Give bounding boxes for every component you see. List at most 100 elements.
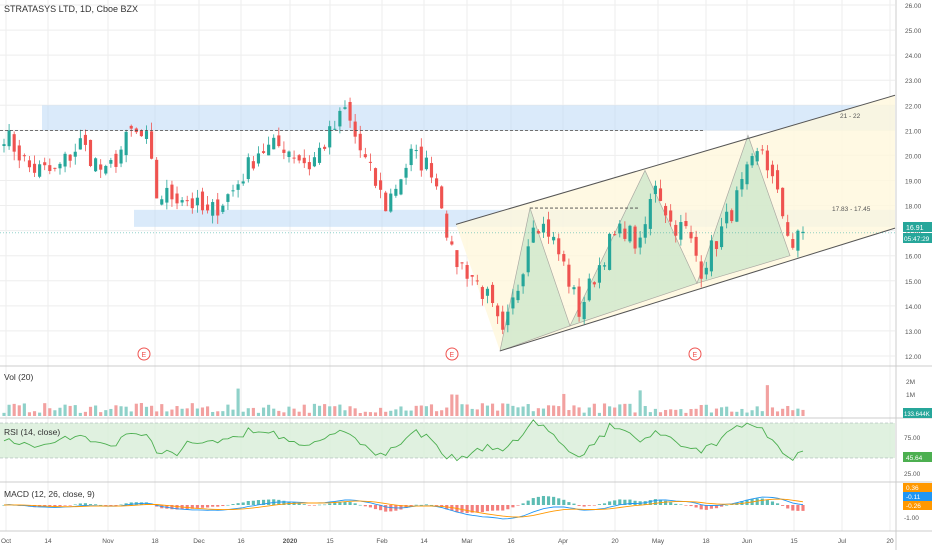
macd-histogram-bar xyxy=(760,498,764,505)
macd-histogram-bar xyxy=(343,501,347,505)
macd-histogram-bar xyxy=(694,505,698,508)
countdown-badge xyxy=(903,233,932,243)
candle-body xyxy=(414,150,418,152)
candle-body xyxy=(99,164,103,170)
volume-bar xyxy=(694,408,698,416)
macd-histogram-bar xyxy=(221,505,225,507)
macd-histogram-bar xyxy=(490,505,495,511)
candles[interactable] xyxy=(2,97,805,335)
candle-body xyxy=(211,202,215,216)
candle-body xyxy=(699,261,703,279)
volume-bar xyxy=(328,406,332,416)
macd-histogram-bar xyxy=(613,500,617,505)
volume-bar xyxy=(424,406,428,416)
candle-body xyxy=(384,192,388,212)
candle-body xyxy=(58,163,62,169)
candle-body xyxy=(475,280,479,282)
candle-body xyxy=(190,198,194,209)
candle-body xyxy=(32,163,37,173)
macd-histogram-bar xyxy=(674,503,678,505)
volume-bar xyxy=(236,388,240,416)
volume-bar xyxy=(770,407,775,416)
macd-histogram-bar xyxy=(419,504,423,506)
price-axis[interactable]: 26.00 25.00 24.00 23.00 22.00 21.00 20.00 19.00… xyxy=(904,3,922,522)
volume-bar xyxy=(338,404,342,416)
volume-bar xyxy=(292,408,296,416)
macd-histogram-bar xyxy=(129,502,133,505)
volume-bar xyxy=(256,412,261,416)
macd-histogram-bar xyxy=(261,499,266,505)
volume-bar xyxy=(440,410,444,416)
channel-lower-line xyxy=(499,227,896,352)
price-tick-label: 24.00 xyxy=(905,53,922,60)
candle-body xyxy=(618,223,622,234)
candle-body xyxy=(679,222,683,240)
volume-bar xyxy=(475,409,479,416)
candle-body xyxy=(460,262,464,264)
macd-histogram-bar xyxy=(485,505,490,512)
earnings-marker[interactable]: E xyxy=(137,347,151,361)
volume-bar xyxy=(801,409,805,416)
volume-bar xyxy=(592,403,596,416)
volume-tick-label: 2M xyxy=(906,379,915,386)
macd-histogram-bar xyxy=(770,501,775,505)
candle-body xyxy=(714,241,719,249)
rsi-line xyxy=(3,419,804,462)
macd-histogram-bar xyxy=(689,505,693,507)
macd-histogram-bar xyxy=(363,505,367,507)
time-tick-label: 14 xyxy=(44,538,52,545)
volume-bar xyxy=(53,410,57,416)
price-tick-label: 22.00 xyxy=(905,103,922,110)
candle-body xyxy=(53,167,57,169)
candle-body xyxy=(282,149,286,153)
volume-bar xyxy=(22,403,26,416)
resistance-zone xyxy=(42,105,895,131)
volume-bar xyxy=(333,406,337,416)
time-tick-label: 16 xyxy=(507,538,515,545)
volume-bar xyxy=(679,409,683,416)
volume-bar xyxy=(709,412,713,416)
last-price-value: 16.91 xyxy=(906,225,924,232)
candle-body xyxy=(88,139,93,166)
candle-body xyxy=(333,128,337,130)
candle-body xyxy=(277,135,281,147)
volume-bar xyxy=(104,410,108,416)
macd-histogram-bar xyxy=(333,503,337,505)
volume-bar xyxy=(307,412,311,416)
candle-body xyxy=(470,275,474,277)
macd-histogram-bar xyxy=(185,505,189,509)
macd-histogram-bar xyxy=(58,505,62,507)
candle-body xyxy=(139,130,143,137)
macd-histogram-bar xyxy=(562,499,566,505)
macd-signal-value: -0.26 xyxy=(906,503,921,510)
volume-bar xyxy=(343,410,347,416)
volume-bar xyxy=(246,408,250,416)
macd-line-badge xyxy=(903,492,932,501)
candle-body xyxy=(643,224,647,238)
volume-bar xyxy=(781,408,785,416)
candle-body xyxy=(786,222,790,236)
price-tick-label: 21.00 xyxy=(905,128,922,135)
macd-histogram-bar xyxy=(526,500,530,505)
macd-histogram-bar xyxy=(470,505,474,513)
macd-histogram-bar xyxy=(628,499,632,505)
candle-body xyxy=(521,274,525,287)
candle-body xyxy=(119,149,123,164)
macd-histogram-bar xyxy=(511,505,515,508)
macd-line-value: -0.11 xyxy=(906,494,921,501)
candle-body xyxy=(735,190,739,222)
rsi-title: RSI (14, close) xyxy=(4,427,60,437)
macd-histogram-bar xyxy=(155,505,159,507)
volume-bar xyxy=(297,411,301,416)
time-tick-label: Feb xyxy=(376,538,388,545)
candle-body xyxy=(638,237,642,248)
earnings-marker[interactable]: E xyxy=(445,347,459,361)
earnings-marker[interactable]: E xyxy=(688,347,702,361)
volume-bar xyxy=(389,410,393,416)
macd-histogram-bar xyxy=(531,498,535,505)
candle-body xyxy=(445,213,449,238)
candle-body xyxy=(602,265,607,267)
macd-tick-label: -1.00 xyxy=(904,515,919,522)
time-axis[interactable]: Oct 14 Nov 18 Dec 16 2020 15 Feb 14 Mar 16 Apr 20 May 1… xyxy=(1,538,894,545)
